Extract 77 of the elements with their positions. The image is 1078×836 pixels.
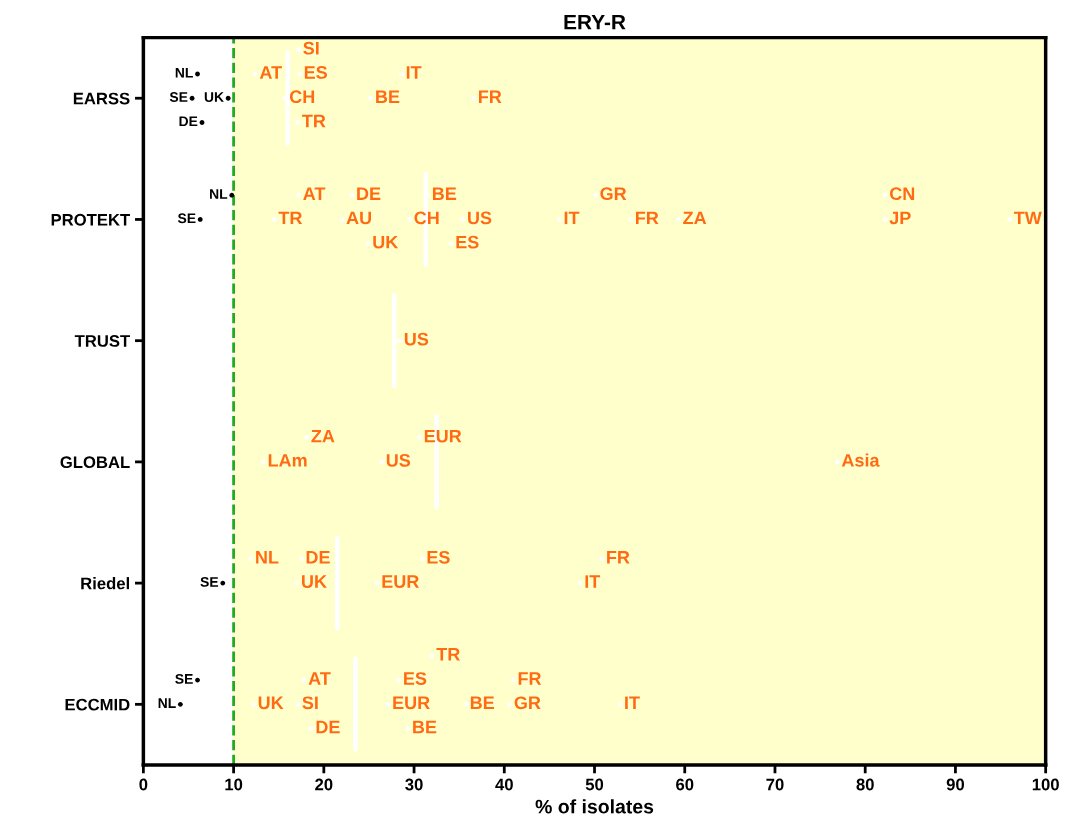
data-label: ZA (311, 429, 335, 443)
x-tick-label: 10 (225, 778, 243, 791)
data-label: US (404, 332, 429, 346)
data-label: DE (306, 551, 330, 564)
data-label: BE (413, 720, 437, 734)
data-label: ES (427, 550, 450, 564)
data-label: BE (432, 187, 457, 200)
data-label: DE (316, 720, 340, 734)
data-label: CH (289, 90, 315, 104)
x-tick-label: 40 (495, 778, 513, 791)
data-label: ES (456, 235, 479, 249)
y-tick-label: ECCMID (65, 698, 130, 711)
x-tick-label: 70 (766, 778, 784, 791)
data-label: EUR (382, 575, 419, 588)
data-label: GR (514, 696, 541, 710)
y-tick-label: TRUST (74, 335, 130, 347)
data-label: SE (177, 213, 196, 224)
data-label: EUR (393, 696, 430, 710)
data-label: ES (404, 672, 427, 685)
data-label: SE (169, 92, 188, 102)
data-label: FR (607, 551, 630, 564)
y-tick-label: EARSS (73, 92, 130, 105)
data-label: SI (303, 41, 319, 55)
data-label: AU (346, 211, 372, 225)
data-label: FR (478, 90, 502, 103)
data-label: UK (204, 92, 224, 102)
data-label: DE (357, 187, 381, 200)
data-label: DE (179, 116, 198, 127)
x-tick-label: 60 (676, 778, 694, 791)
data-label: AT (259, 66, 282, 79)
data-label: SE (200, 577, 219, 587)
data-label: JP (889, 211, 911, 225)
data-label: US (468, 211, 492, 225)
x-tick-label: 20 (315, 778, 333, 791)
data-label: EUR (424, 429, 462, 443)
x-axis-title: % of isolates (535, 799, 654, 814)
data-label: FR (635, 211, 659, 225)
x-tick-label: 30 (405, 778, 423, 791)
data-label: Asia (841, 453, 880, 467)
data-label: TW (1013, 211, 1042, 225)
data-label: CN (889, 187, 915, 201)
data-label: IT (406, 66, 422, 79)
data-label: IT (625, 696, 640, 709)
data-label: BE (376, 90, 400, 103)
chart-title: ERY-R (564, 14, 626, 30)
y-tick-label: GLOBAL (60, 456, 130, 469)
data-label: TR (302, 114, 326, 128)
data-label: GR (600, 187, 627, 201)
data-label: UK (302, 575, 327, 588)
data-label: IT (564, 211, 580, 225)
data-label: CH (414, 211, 439, 225)
x-tick-label: 0 (139, 778, 148, 791)
x-tick-label: 80 (856, 778, 874, 791)
x-tick-label: 100 (1032, 778, 1059, 791)
data-label: TR (436, 648, 460, 661)
data-label: FR (518, 672, 542, 685)
x-tick-label: 90 (946, 778, 965, 791)
data-label: LAm (268, 454, 307, 467)
y-tick-label: Riedel (81, 577, 129, 590)
data-label: US (386, 453, 411, 467)
data-label: NL (256, 551, 279, 564)
data-label: SI (302, 696, 318, 710)
data-label: ES (304, 66, 328, 79)
data-label: UK (373, 235, 399, 249)
data-label: NL (175, 68, 193, 78)
data-label: NL (158, 698, 176, 708)
data-label: NL (210, 189, 228, 199)
data-label: AT (308, 672, 331, 685)
y-tick-label: PROTEKT (51, 213, 130, 226)
data-label: TR (278, 211, 303, 225)
data-label: BE (470, 696, 495, 709)
data-label: AT (303, 187, 326, 200)
data-label: SE (175, 673, 193, 684)
data-label: ZA (683, 211, 707, 225)
data-label: IT (585, 575, 601, 588)
data-label: UK (258, 696, 284, 710)
x-tick-label: 50 (585, 778, 604, 791)
